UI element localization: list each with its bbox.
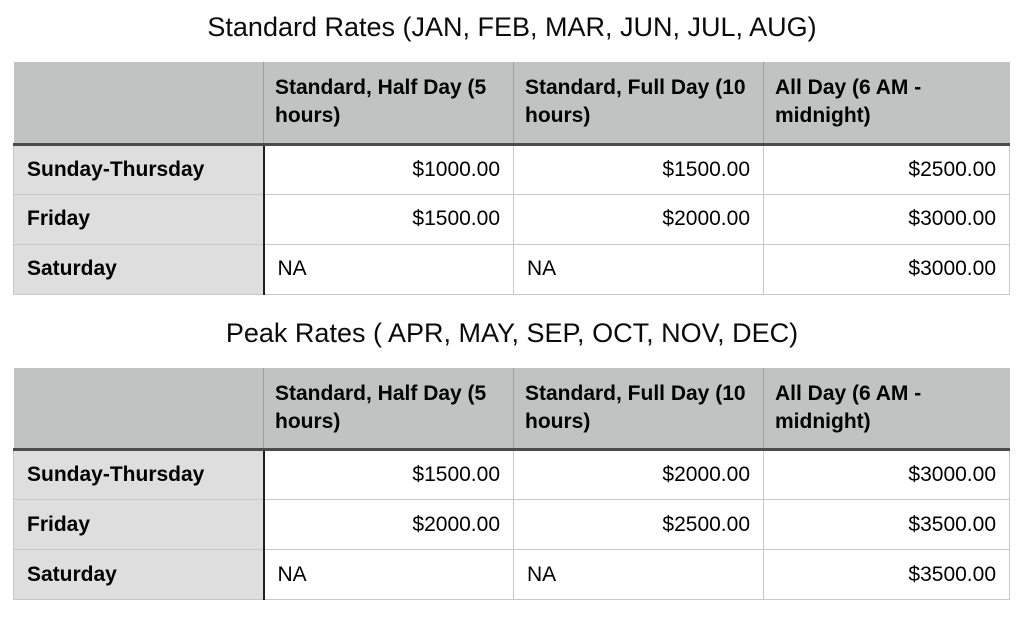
row-sunday-thursday: Sunday-Thursday $1000.00 $1500.00 $2500.…	[13, 143, 1010, 195]
rate-value-cell: $3500.00	[763, 549, 1010, 601]
row-label: Saturday	[13, 549, 265, 601]
rate-value-cell: NA	[513, 549, 764, 601]
header-row: Standard, Half Day (5 hours) Standard, F…	[13, 62, 1010, 146]
rate-value-cell: $2000.00	[263, 499, 514, 551]
col-header-half-day: Standard, Half Day (5 hours)	[263, 367, 514, 452]
rate-value-cell: $2500.00	[763, 143, 1010, 195]
row-friday: Friday $2000.00 $2500.00 $3500.00	[13, 499, 1010, 551]
col-header-full-day: Standard, Full Day (10 hours)	[513, 367, 764, 452]
rate-value-cell: $1500.00	[513, 143, 764, 195]
rate-value-cell: $3000.00	[763, 193, 1010, 245]
col-header-all-day: All Day (6 AM - midnight)	[763, 62, 1010, 146]
col-header-full-day: Standard, Full Day (10 hours)	[513, 62, 764, 146]
rate-value-cell: NA	[263, 243, 514, 295]
row-label: Sunday-Thursday	[13, 449, 265, 501]
rate-value-cell: $1500.00	[263, 193, 514, 245]
peak-rates-table: Standard, Half Day (5 hours) Standard, F…	[13, 367, 1010, 601]
peak-rates-section: Peak Rates ( APR, MAY, SEP, OCT, NOV, DE…	[0, 318, 1024, 601]
row-label: Friday	[13, 193, 265, 245]
rate-value-cell: $3000.00	[763, 243, 1010, 295]
col-header-empty	[13, 62, 264, 146]
standard-rates-table: Standard, Half Day (5 hours) Standard, F…	[13, 62, 1010, 295]
standard-rates-section: Standard Rates (JAN, FEB, MAR, JUN, JUL,…	[0, 12, 1024, 295]
rate-value-cell: $2000.00	[513, 449, 764, 501]
standard-rates-title: Standard Rates (JAN, FEB, MAR, JUN, JUL,…	[207, 12, 817, 42]
row-label: Saturday	[13, 243, 265, 295]
row-sunday-thursday: Sunday-Thursday $1500.00 $2000.00 $3000.…	[13, 449, 1010, 501]
col-header-half-day: Standard, Half Day (5 hours)	[263, 62, 514, 146]
rate-value-cell: $2000.00	[513, 193, 764, 245]
rate-value-cell: $1500.00	[263, 449, 514, 501]
col-header-all-day: All Day (6 AM - midnight)	[763, 367, 1010, 452]
rate-value-cell: $2500.00	[513, 499, 764, 551]
peak-rates-title: Peak Rates ( APR, MAY, SEP, OCT, NOV, DE…	[225, 317, 799, 348]
rate-value-cell: NA	[513, 243, 764, 295]
row-label: Friday	[13, 499, 265, 551]
header-row: Standard, Half Day (5 hours) Standard, F…	[13, 367, 1010, 452]
row-saturday: Saturday NA NA $3000.00	[13, 243, 1010, 295]
col-header-empty	[13, 367, 264, 452]
rate-value-cell: NA	[263, 549, 514, 601]
rate-value-cell: $1000.00	[263, 143, 514, 195]
rate-value-cell: $3500.00	[763, 499, 1010, 551]
row-friday: Friday $1500.00 $2000.00 $3000.00	[13, 193, 1010, 245]
rate-value-cell: $3000.00	[763, 449, 1010, 501]
row-label: Sunday-Thursday	[13, 143, 265, 195]
row-saturday: Saturday NA NA $3500.00	[13, 549, 1010, 601]
